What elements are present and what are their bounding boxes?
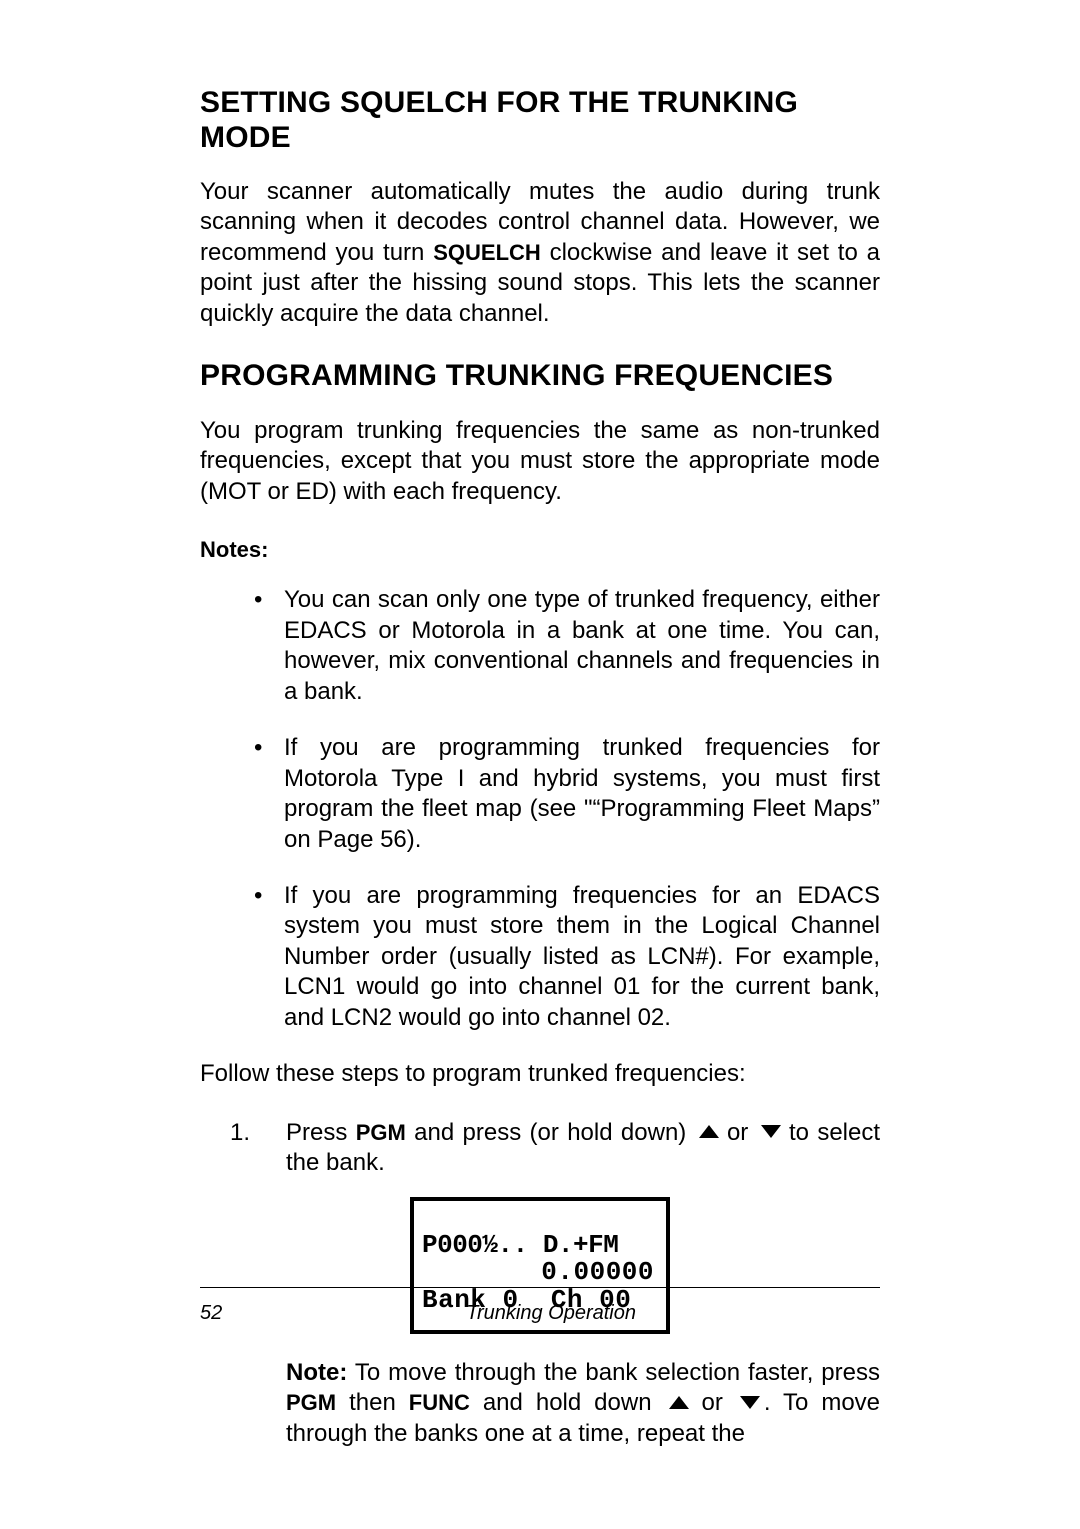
para-squelch: Your scanner automatically mutes the aud… [200,177,880,329]
page-number: 52 [200,1302,222,1325]
heading-programming: PROGRAMMING TRUNKING FREQUENCIES [200,359,880,394]
notes-list: You can scan only one type of trunked fr… [200,585,880,1033]
page-footer: 52 Trunking Operation [200,1302,880,1325]
bold-note: Note: [286,1359,347,1386]
text-segment: To move through the bank selection faste… [347,1359,880,1386]
bold-pgm: PGM [286,1390,336,1415]
text-segment: or [689,1389,736,1416]
step-1: 1. Press PGM and press (or hold down) or… [218,1118,880,1179]
bold-squelch: SQUELCH [433,240,541,265]
step-number: 1. [230,1118,250,1148]
text-segment: or [719,1119,757,1146]
text-segment: and press (or hold down) [406,1119,695,1146]
heading-squelch: SETTING SQUELCH FOR THE TRUNKING MODE [200,86,880,155]
arrow-up-icon [699,1125,719,1138]
lcd-line-2: 0.00000 [422,1259,658,1286]
text-segment: Press [286,1119,356,1146]
footer-rule [200,1287,880,1288]
list-item: If you are programming trunked frequenci… [232,733,880,855]
notes-label: Notes: [200,537,880,563]
list-item: If you are programming frequencies for a… [232,881,880,1033]
step-note: Note: To move through the bank selection… [200,1358,880,1449]
text-segment: and hold down [470,1389,665,1416]
arrow-down-icon [740,1396,760,1409]
footer-section-title: Trunking Operation [222,1302,880,1325]
manual-page: SETTING SQUELCH FOR THE TRUNKING MODE Yo… [0,0,1080,1529]
bold-func: FUNC [409,1390,470,1415]
steps-list: 1. Press PGM and press (or hold down) or… [200,1118,880,1179]
arrow-down-icon [761,1125,781,1138]
list-item: You can scan only one type of trunked fr… [232,585,880,707]
para-programming: You program trunking frequencies the sam… [200,416,880,507]
lcd-line-1: P000½.. D.+FM [422,1232,658,1259]
bold-pgm: PGM [356,1120,406,1145]
arrow-up-icon [669,1396,689,1409]
text-segment: then [336,1389,409,1416]
follow-text: Follow these steps to program trunked fr… [200,1059,880,1089]
